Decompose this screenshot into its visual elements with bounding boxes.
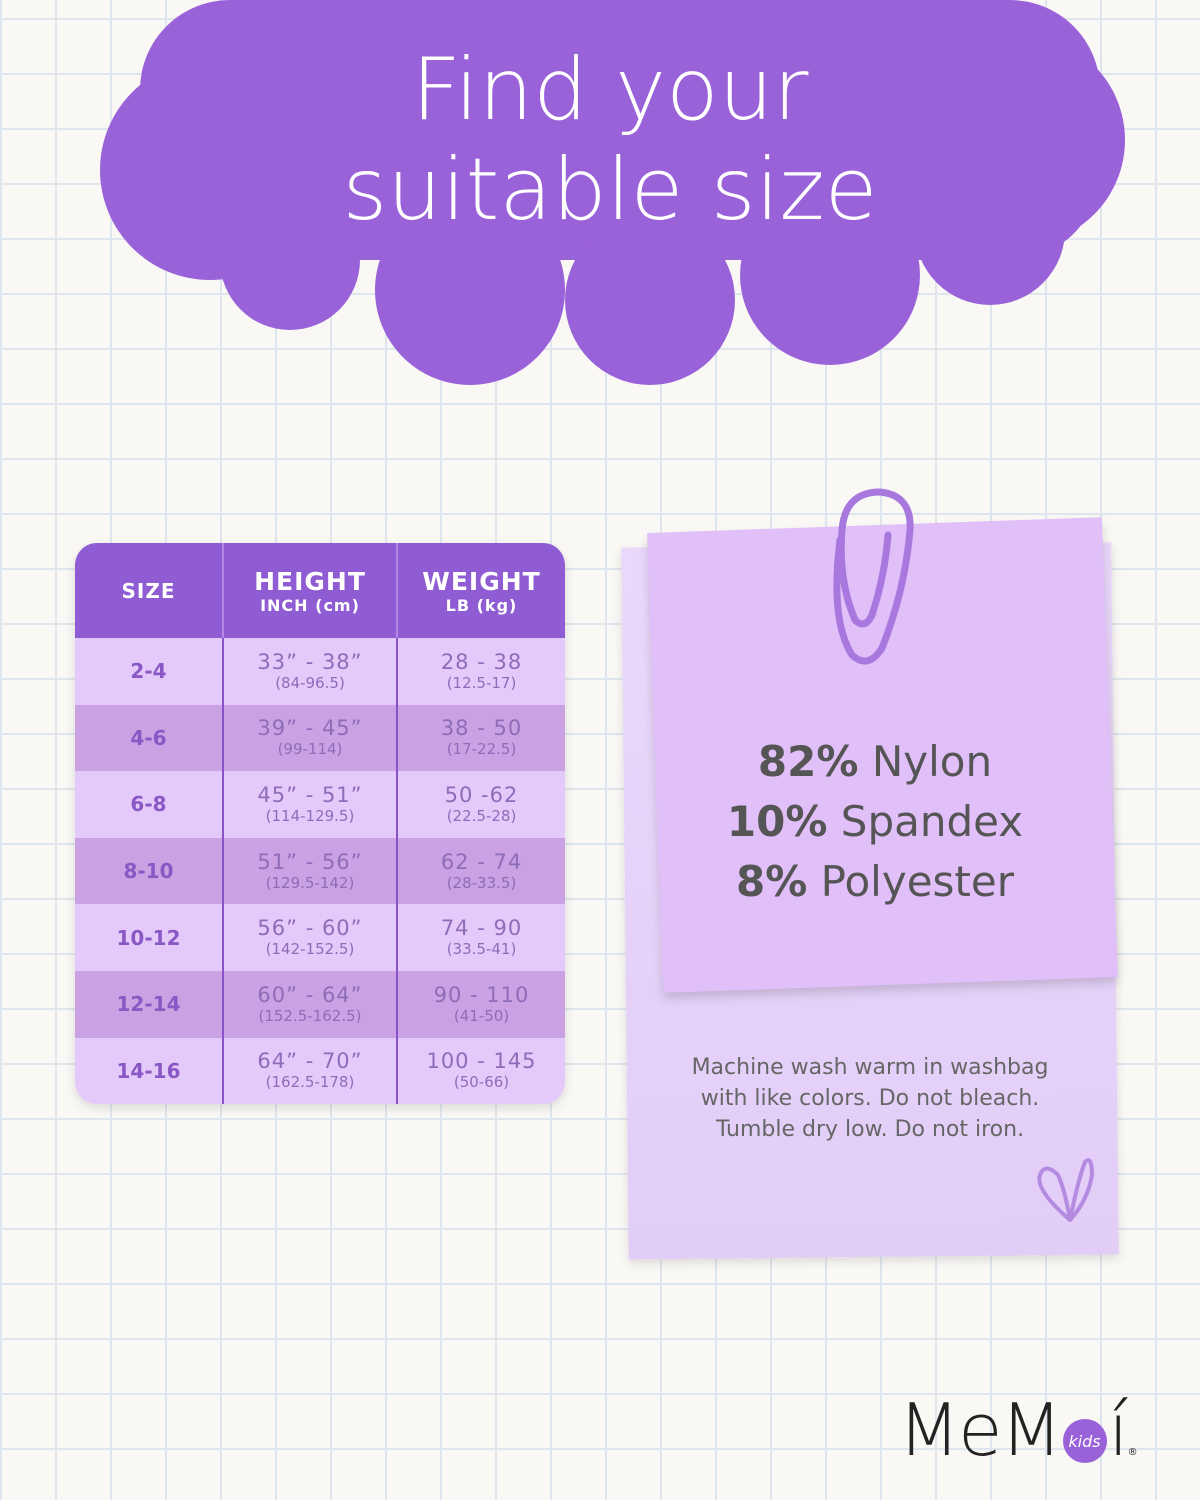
heart-doodle-icon <box>1037 1158 1095 1222</box>
height-cm: (142-152.5) <box>265 940 355 959</box>
weight-lb: 74 - 90 <box>440 916 523 941</box>
height-inch: 60” - 64” <box>257 982 363 1007</box>
height-inch: 33” - 38” <box>257 649 363 674</box>
weight-lb: 50 -62 <box>444 782 519 807</box>
table-row: 4-6 39” - 45” (99-114) 38 - 50 (17-22.5) <box>75 704 565 772</box>
composition-nylon: 82% Nylon <box>757 737 993 786</box>
weight-kg: (33.5-41) <box>446 940 517 959</box>
weight-kg: (22.5-28) <box>446 806 517 825</box>
title-line-1: Find your <box>411 40 809 140</box>
size-cell: 4-6 <box>130 725 167 750</box>
size-cell: 8-10 <box>123 859 174 884</box>
table-row: 10-12 56” - 60” (142-152.5) 74 - 90 (33.5-… <box>75 904 565 971</box>
size-cell: 10-12 <box>116 925 181 950</box>
size-chart-table: SIZE HEIGHT INCH (cm) WEIGHT LB (kg) 2-4 3… <box>75 543 565 1104</box>
height-inch: 39” - 45” <box>257 716 363 741</box>
weight-lb: 100 - 145 <box>426 1049 537 1074</box>
height-inch: 51” - 56” <box>257 849 363 874</box>
registered-mark: ® <box>1127 1447 1138 1458</box>
table-row: 12-14 60” - 64” (152.5-162.5) 90 - 110 (41… <box>75 970 565 1038</box>
kids-badge: kids <box>1062 1419 1107 1463</box>
size-cell: 2-4 <box>130 659 167 684</box>
height-cm: (114-129.5) <box>265 806 355 825</box>
height-cm: (129.5-142) <box>265 873 355 892</box>
weight-kg: (17-22.5) <box>446 740 517 759</box>
table-row: 8-10 51” - 56” (129.5-142) 62 - 74 (28-33.… <box>75 837 565 905</box>
title-line-2: suitable size <box>342 140 878 240</box>
height-inch: 45” - 51” <box>257 782 363 807</box>
brand-logo: MeM kids í ® <box>898 1380 1138 1480</box>
table-row: 14-16 64” - 70” (162.5-178) 100 - 145 (50-… <box>75 1037 565 1104</box>
composition-polyester: 8% Polyester <box>735 857 1015 906</box>
height-cm: (99-114) <box>277 740 343 759</box>
paperclip-icon <box>833 488 914 665</box>
care-instructions: Machine wash warm in washbag with like co… <box>691 1055 1049 1142</box>
size-cell: 6-8 <box>130 792 167 817</box>
header-weight-unit: LB (kg) <box>445 595 518 615</box>
size-cell: 12-14 <box>116 992 181 1017</box>
weight-kg: (41-50) <box>453 1006 510 1025</box>
height-inch: 64” - 70” <box>257 1049 363 1074</box>
table-header: SIZE HEIGHT INCH (cm) WEIGHT LB (kg) <box>75 543 565 638</box>
header-height: HEIGHT <box>254 566 366 596</box>
height-cm: (84-96.5) <box>275 673 345 692</box>
height-cm: (152.5-162.5) <box>258 1006 362 1025</box>
weight-kg: (50-66) <box>453 1073 510 1092</box>
weight-lb: 62 - 74 <box>440 849 523 874</box>
header-size: SIZE <box>121 578 176 603</box>
table-row: 6-8 45” - 51” (114-129.5) 50 -62 (22.5-28) <box>75 771 565 838</box>
weight-lb: 38 - 50 <box>440 716 523 741</box>
table-row: 2-4 33” - 38” (84-96.5) 28 - 38 (12.5-17) <box>75 638 565 705</box>
height-cm: (162.5-178) <box>265 1073 355 1092</box>
composition-spandex: 10% Spandex <box>726 797 1024 846</box>
weight-lb: 28 - 38 <box>440 649 523 674</box>
header-weight: WEIGHT <box>422 566 541 596</box>
size-cell: 14-16 <box>116 1058 181 1083</box>
logo-accent-i: í <box>1108 1388 1129 1472</box>
cloud-shape <box>100 0 1125 385</box>
height-inch: 56” - 60” <box>257 916 363 941</box>
logo-text-mem: MeM <box>898 1388 1063 1472</box>
weight-kg: (12.5-17) <box>446 673 517 692</box>
weight-kg: (28-33.5) <box>446 873 517 892</box>
weight-lb: 90 - 110 <box>433 982 530 1007</box>
header-height-unit: INCH (cm) <box>260 595 360 615</box>
